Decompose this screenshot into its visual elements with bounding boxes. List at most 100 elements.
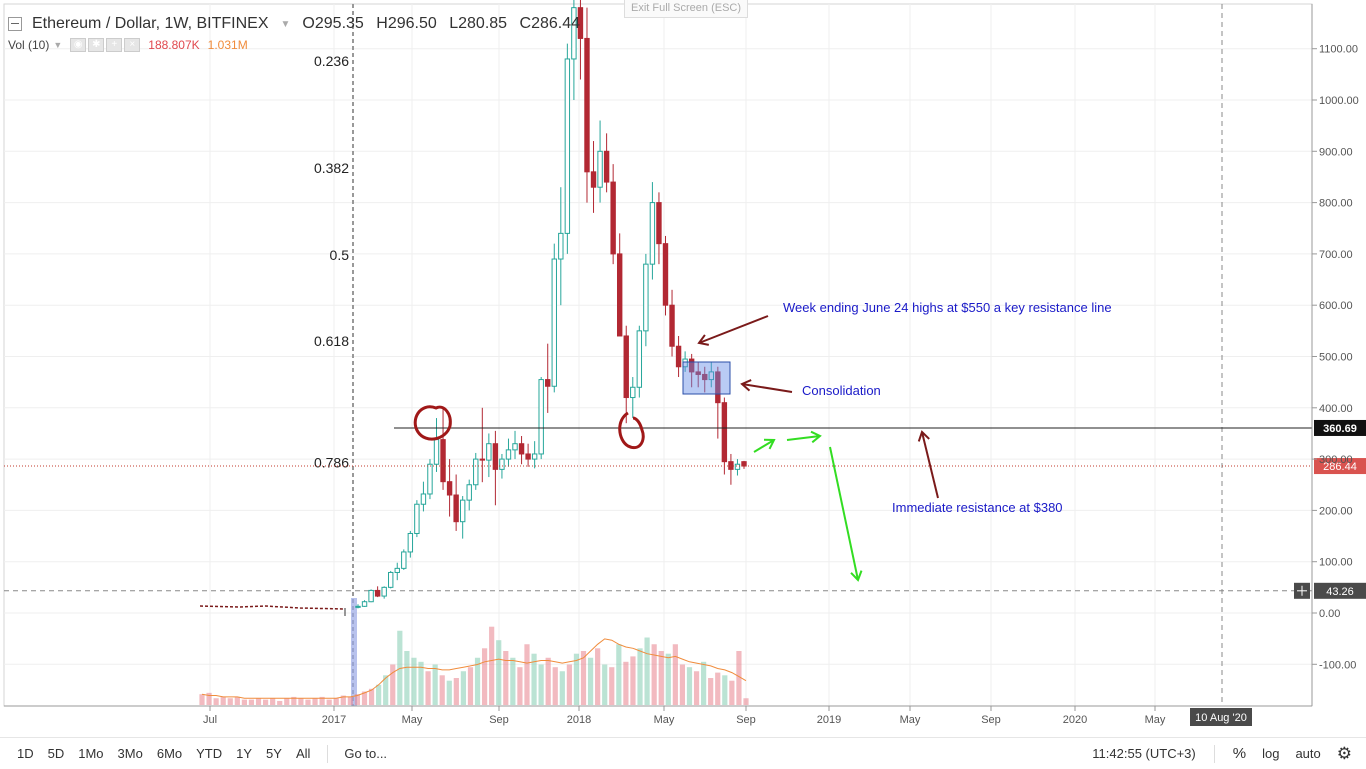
price-chart[interactable]: 0.236 0.382 0.5 0.618 0.786 360.69 286.44 43.26… bbox=[0, 0, 1366, 737]
fib-level-label: 0.5 bbox=[330, 247, 350, 263]
plus-icon[interactable]: + bbox=[106, 38, 123, 52]
volume-bar bbox=[213, 698, 219, 705]
volume-bar bbox=[701, 661, 707, 705]
resistance-price-tag bbox=[1314, 419, 1366, 436]
candle bbox=[545, 343, 551, 413]
eye-icon[interactable]: ◉ bbox=[70, 38, 87, 52]
timeframe-all[interactable]: All bbox=[295, 746, 311, 761]
volume-bar bbox=[312, 698, 318, 705]
volume-bar bbox=[743, 698, 749, 705]
timeframe-5d[interactable]: 5D bbox=[47, 746, 65, 761]
candle bbox=[401, 549, 407, 570]
gear-icon[interactable]: ⚙ bbox=[1336, 743, 1352, 763]
fib-level-label: 0.382 bbox=[314, 160, 349, 176]
candle bbox=[630, 377, 636, 419]
y-tick-label: 800.00 bbox=[1319, 198, 1353, 210]
candle-body bbox=[728, 461, 734, 470]
y-tick-label: 300.00 bbox=[1319, 454, 1353, 466]
log-toggle[interactable]: log bbox=[1262, 746, 1280, 761]
fib-level-label: 0.236 bbox=[314, 53, 349, 69]
candle bbox=[531, 441, 538, 469]
auto-toggle[interactable]: auto bbox=[1295, 746, 1321, 761]
symbol-title[interactable]: Ethereum / Dollar, 1W, BITFINEX bbox=[32, 15, 269, 32]
timeframe-5y[interactable]: 5Y bbox=[266, 746, 282, 761]
candle-body bbox=[473, 458, 479, 486]
candle bbox=[571, 0, 577, 100]
candle-body bbox=[734, 463, 741, 470]
volume-bar bbox=[411, 657, 417, 705]
percent-toggle[interactable]: % bbox=[1232, 745, 1247, 762]
candle bbox=[538, 377, 544, 460]
highlight-circle bbox=[413, 405, 452, 441]
volume-bars bbox=[199, 626, 749, 705]
divider bbox=[327, 744, 329, 763]
close-value: C286.44 bbox=[519, 15, 581, 32]
candle bbox=[440, 406, 446, 490]
volume-bar bbox=[397, 630, 403, 705]
timeframe-list: 1D 5D 1Mo 3Mo 6Mo YTD 1Y 5Y All bbox=[10, 746, 317, 761]
candle-body bbox=[656, 202, 662, 245]
candle bbox=[486, 433, 492, 478]
volume-bar bbox=[206, 692, 212, 705]
volume-bar bbox=[262, 699, 269, 705]
chevron-down-icon[interactable]: ▼ bbox=[280, 18, 291, 30]
timeframe-1y[interactable]: 1Y bbox=[236, 746, 253, 761]
candle-body bbox=[597, 150, 603, 188]
volume-bar bbox=[559, 671, 565, 705]
candle-body bbox=[603, 150, 610, 183]
candle bbox=[662, 235, 669, 316]
timeframe-6mo[interactable]: 6Mo bbox=[156, 746, 183, 761]
candle-body bbox=[675, 345, 682, 368]
candles bbox=[199, 0, 747, 610]
close-icon[interactable]: × bbox=[124, 38, 141, 52]
candle-body bbox=[721, 402, 728, 463]
annotation-immediate-resistance: Immediate resistance at $380 bbox=[892, 500, 1063, 515]
volume-bar bbox=[234, 696, 240, 705]
timeframe-3mo[interactable]: 3Mo bbox=[117, 746, 143, 761]
candle-body bbox=[414, 503, 420, 534]
timeframe-ytd[interactable]: YTD bbox=[196, 746, 223, 761]
open-value: O295.35 bbox=[302, 15, 364, 32]
candle bbox=[453, 474, 459, 531]
volume-bar bbox=[347, 696, 353, 705]
volume-bar bbox=[418, 661, 424, 705]
timeframe-1mo[interactable]: 1Mo bbox=[78, 746, 104, 761]
candle bbox=[675, 335, 682, 378]
volume-bar bbox=[630, 656, 636, 705]
overlays: 0.236 0.382 0.5 0.618 0.786 360.69 286.44 43.26… bbox=[4, 53, 1366, 726]
candle-body bbox=[492, 443, 499, 470]
candle-body bbox=[368, 589, 374, 603]
candle bbox=[473, 452, 479, 490]
volume-bar bbox=[715, 672, 721, 705]
collapse-icon[interactable] bbox=[8, 17, 22, 31]
candle-body bbox=[538, 379, 544, 455]
arrow-green-down bbox=[829, 446, 863, 582]
annotation-resistance-line: Week ending June 24 highs at $550 a key … bbox=[783, 300, 1112, 315]
volume-bar bbox=[573, 653, 580, 705]
volume-bar bbox=[255, 698, 262, 705]
y-tick-label: 1100.00 bbox=[1319, 44, 1358, 56]
chevron-down-icon[interactable]: ▼ bbox=[53, 40, 63, 50]
timeframe-1d[interactable]: 1D bbox=[17, 746, 34, 761]
volume-bar bbox=[545, 657, 551, 705]
candle bbox=[649, 182, 656, 280]
volume-bar bbox=[481, 648, 488, 705]
volume-bar bbox=[284, 698, 290, 705]
volume-bar bbox=[446, 680, 452, 705]
volume-bar bbox=[538, 664, 544, 705]
resistance-price-label: 360.69 bbox=[1323, 423, 1357, 435]
arrow-resistance bbox=[697, 315, 769, 346]
goto-button[interactable]: Go to... bbox=[344, 746, 388, 761]
candle-body bbox=[688, 358, 695, 373]
volume-bar bbox=[241, 699, 247, 705]
volume-bar bbox=[404, 651, 410, 705]
candle-body bbox=[355, 605, 361, 608]
volume-bar bbox=[637, 648, 643, 705]
candle-body bbox=[623, 335, 629, 399]
candle-body bbox=[558, 232, 564, 260]
clock: 11:42:55 (UTC+3) bbox=[1092, 746, 1196, 761]
volume-label[interactable]: Vol (10) bbox=[8, 38, 50, 52]
candle bbox=[597, 120, 603, 203]
exit-fullscreen-button[interactable]: Exit Full Screen (ESC) bbox=[624, 0, 749, 18]
settings-icon[interactable]: ✱ bbox=[88, 38, 105, 52]
